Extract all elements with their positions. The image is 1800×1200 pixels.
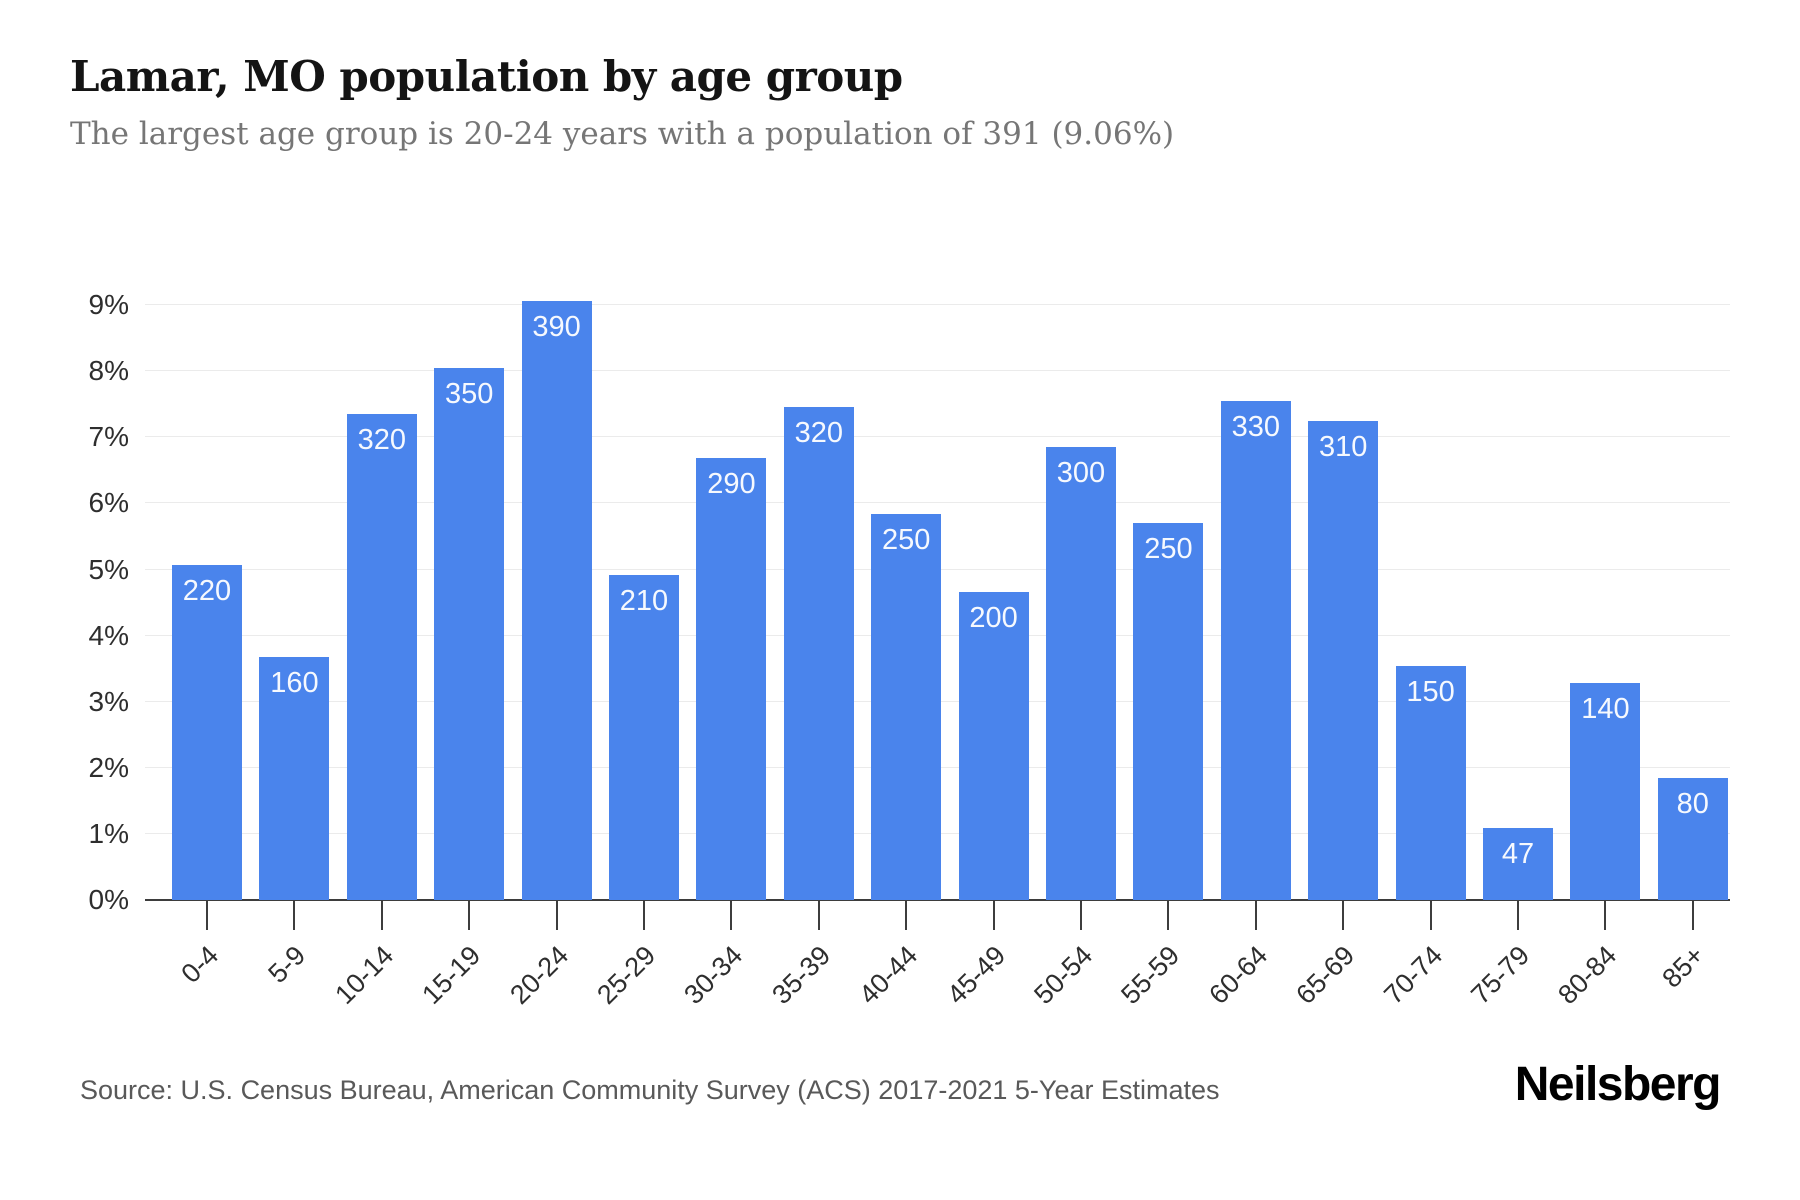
y-tick-label: 2% xyxy=(88,751,129,783)
bar-value-label: 300 xyxy=(1056,457,1106,490)
bar-value-label: 250 xyxy=(881,523,931,556)
bar-value-label: 330 xyxy=(1231,410,1280,443)
bar[interactable]: 250 xyxy=(1133,523,1204,900)
source-note: Source: U.S. Census Bureau, American Com… xyxy=(80,1075,1220,1105)
y-tick-label: 6% xyxy=(88,487,129,519)
x-tick xyxy=(555,900,558,930)
gridline xyxy=(145,304,1730,306)
x-tick xyxy=(817,900,820,930)
chart-footer: Source: U.S. Census Bureau, American Com… xyxy=(80,1042,1722,1112)
bar[interactable]: 320 xyxy=(783,406,854,900)
x-tick-label: 55-59 xyxy=(1115,940,1186,1011)
x-tick-label: 10-14 xyxy=(328,940,400,1011)
bar[interactable]: 220 xyxy=(172,564,242,900)
x-tick-label: 5-9 xyxy=(262,940,312,989)
x-tick xyxy=(1167,900,1170,930)
bar-value-label: 310 xyxy=(1318,430,1368,463)
x-tick xyxy=(1429,900,1432,930)
y-tick-label: 8% xyxy=(88,355,129,387)
y-tick-label: 3% xyxy=(88,685,129,717)
bar-value-label: 290 xyxy=(707,467,756,500)
bar-value-label: 210 xyxy=(619,584,669,617)
bar-value-label: 150 xyxy=(1406,676,1455,709)
x-tick-label: 15-19 xyxy=(416,940,487,1011)
bar-value-label: 320 xyxy=(794,416,843,449)
x-tick xyxy=(1691,900,1694,930)
bar[interactable]: 150 xyxy=(1395,666,1466,900)
chart-subtitle: The largest age group is 20-24 years wit… xyxy=(70,116,1175,152)
bar[interactable]: 210 xyxy=(609,574,679,900)
bar[interactable]: 250 xyxy=(871,513,942,900)
bar[interactable]: 310 xyxy=(1308,420,1379,900)
x-tick xyxy=(468,900,471,930)
bar-value-label: 390 xyxy=(532,311,581,344)
brand-logo: Neilsberg xyxy=(1514,1058,1722,1111)
x-tick xyxy=(380,900,383,930)
x-tick xyxy=(1342,900,1345,930)
x-tick xyxy=(1517,900,1519,930)
bar-value-label: 160 xyxy=(270,666,319,699)
x-tick-label: 40-44 xyxy=(853,940,924,1011)
x-tick-label: 60-64 xyxy=(1202,940,1274,1011)
bar[interactable]: 290 xyxy=(696,457,767,900)
bar[interactable]: 160 xyxy=(259,656,330,900)
x-tick xyxy=(1604,900,1607,930)
bar-value-label: 350 xyxy=(444,377,494,410)
y-tick-label: 7% xyxy=(88,421,129,453)
bar-value-label: 80 xyxy=(1676,787,1709,820)
bar-value-label: 140 xyxy=(1581,693,1630,726)
y-tick-label: 1% xyxy=(88,817,129,849)
x-tick-label: 30-34 xyxy=(678,940,749,1011)
x-tick-label: 20-24 xyxy=(503,940,574,1011)
x-tick xyxy=(730,900,733,930)
bar-value-label: 220 xyxy=(182,574,232,607)
bar[interactable]: 320 xyxy=(346,414,417,900)
x-tick xyxy=(206,900,208,930)
x-tick xyxy=(992,900,995,930)
x-axis-line xyxy=(145,899,1730,901)
x-tick xyxy=(1080,900,1082,930)
x-tick-label: 85+ xyxy=(1656,940,1711,994)
chart-title: Lamar, MO population by age group xyxy=(70,52,903,101)
x-tick-label: 65-69 xyxy=(1290,940,1361,1011)
bar[interactable]: 47 xyxy=(1483,827,1553,900)
bar-value-label: 200 xyxy=(969,601,1018,634)
x-tick-label: 25-29 xyxy=(591,940,662,1011)
bar-value-label: 320 xyxy=(357,424,406,457)
x-tick xyxy=(1254,900,1257,930)
bar[interactable]: 390 xyxy=(521,301,592,900)
x-tick-label: 0-4 xyxy=(175,940,225,989)
bar[interactable]: 200 xyxy=(958,591,1029,900)
y-tick-label: 0% xyxy=(88,884,129,915)
bar[interactable]: 350 xyxy=(434,367,505,900)
gridline xyxy=(145,502,1730,504)
x-tick xyxy=(293,900,296,930)
bar-value-label: 47 xyxy=(1501,837,1535,870)
bar[interactable]: 80 xyxy=(1657,777,1728,900)
bar[interactable]: 330 xyxy=(1220,400,1291,900)
plot-area: 0% 1% 2% 3% 4% 5% 6% 7% 8% 9% 220 0-4 160 5-9 320 10-14… xyxy=(89,250,1730,1010)
x-tick-label: 80-84 xyxy=(1552,940,1623,1011)
x-tick-label: 75-79 xyxy=(1465,940,1536,1011)
x-tick-label: 35-39 xyxy=(765,940,837,1011)
bar-value-label: 250 xyxy=(1144,533,1193,566)
bar[interactable]: 140 xyxy=(1570,683,1641,900)
y-tick-label: 5% xyxy=(88,553,129,585)
bar[interactable]: 300 xyxy=(1046,447,1116,900)
gridline xyxy=(145,370,1730,372)
x-tick-label: 50-54 xyxy=(1028,940,1099,1011)
gridline xyxy=(145,436,1730,438)
y-tick-label: 9% xyxy=(88,289,129,321)
x-tick-label: 45-49 xyxy=(940,940,1011,1011)
x-tick xyxy=(905,900,908,930)
x-tick xyxy=(643,900,645,930)
y-tick-label: 4% xyxy=(88,619,129,651)
x-tick-label: 70-74 xyxy=(1377,940,1448,1011)
